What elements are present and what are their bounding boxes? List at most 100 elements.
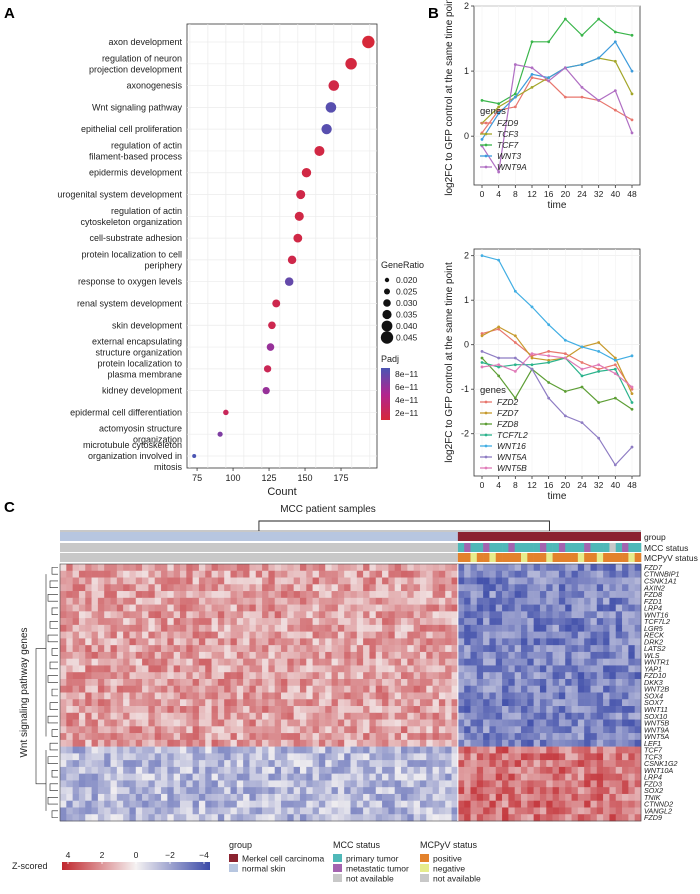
heatmap-cell (249, 645, 257, 653)
heatmap-cell (584, 793, 591, 802)
heatmap-cell (230, 746, 238, 754)
heatmap-cell (243, 564, 250, 572)
heatmap-cell (596, 800, 604, 808)
heatmap-cell (91, 760, 99, 768)
heatmap-cell (344, 631, 351, 639)
heatmap-cell (457, 733, 465, 741)
heatmap-cell (527, 800, 534, 808)
heatmap-cell (489, 685, 497, 693)
heatmap-cell (104, 685, 111, 693)
x-tick-label: 16 (544, 480, 554, 490)
heatmap-cell (325, 780, 332, 788)
heatmap-cell (451, 793, 459, 802)
series-point (580, 421, 584, 424)
heatmap-cell (274, 739, 282, 747)
heatmap-cell (205, 638, 212, 646)
heatmap-cell (262, 773, 269, 781)
heatmap-cell (489, 726, 497, 734)
heatmap-cell (85, 631, 92, 639)
heatmap-cell (552, 564, 560, 572)
heatmap-cell (123, 685, 130, 693)
heatmap-cell (369, 793, 377, 802)
heatmap-cell (502, 719, 509, 727)
term-label-line: skin development (112, 320, 183, 330)
heatmap-cell (521, 739, 528, 747)
heatmap-cell (596, 807, 604, 815)
heatmap-cell (413, 624, 421, 632)
heatmap-cell (60, 780, 67, 788)
heatmap-cell (514, 733, 522, 741)
heatmap-cell (66, 773, 73, 781)
heatmap-cell (318, 685, 326, 693)
legend-title: MCC status (333, 840, 381, 850)
heatmap-cell (325, 624, 332, 632)
heatmap-cell (224, 618, 231, 626)
heatmap-cell (211, 577, 219, 585)
heatmap-cell (344, 638, 351, 646)
gene-label: FZD8 (644, 590, 662, 599)
heatmap-cell (445, 577, 452, 585)
heatmap-cell (281, 753, 288, 761)
heatmap-cell (350, 793, 358, 802)
heatmap-cell (407, 645, 414, 653)
color-legend-title: Padj (381, 354, 399, 364)
heatmap-cell (476, 577, 484, 585)
heatmap-cell (514, 699, 522, 707)
heatmap-cell (388, 773, 396, 781)
heatmap-cell (584, 753, 591, 761)
heatmap-cell (514, 712, 522, 720)
heatmap-cell (521, 773, 528, 781)
heatmap-cell (533, 591, 541, 599)
heatmap-cell (464, 706, 471, 714)
heatmap-cell (224, 591, 231, 599)
heatmap-cell (217, 584, 225, 592)
heatmap-cell (97, 807, 105, 815)
legend-label: WNT3 (497, 151, 521, 161)
heatmap-cell (268, 672, 276, 680)
heatmap-cell (123, 624, 130, 632)
heatmap-cell (483, 780, 490, 788)
heatmap-cell (419, 746, 427, 754)
y-tick-label: -1 (461, 384, 469, 394)
heatmap-cell (521, 706, 528, 714)
heatmap-cell (161, 692, 168, 700)
heatmap-cell (539, 800, 547, 808)
track-mcpyv-cell (571, 553, 579, 562)
heatmap-cell (224, 766, 231, 774)
heatmap-cell (426, 638, 433, 646)
heatmap-cell (154, 665, 162, 673)
heatmap-cell (123, 706, 130, 714)
heatmap-cell (514, 706, 522, 714)
heatmap-cell (483, 719, 490, 727)
term-label-line: response to oxygen levels (78, 277, 183, 287)
heatmap-cell (268, 760, 276, 768)
heatmap-cell (571, 651, 579, 659)
heatmap-cell (331, 807, 339, 815)
heatmap-cell (394, 692, 402, 700)
heatmap-cell (577, 712, 585, 720)
heatmap-cell (337, 699, 345, 707)
heatmap-cell (274, 787, 282, 795)
heatmap-cell (388, 604, 396, 612)
heatmap-cell (565, 814, 572, 822)
series-point (563, 66, 567, 70)
heatmap-cell (293, 624, 301, 632)
heatmap-cell (615, 746, 623, 754)
heatmap-cell (464, 793, 471, 802)
heatmap-cell (615, 570, 623, 578)
heatmap-cell (356, 793, 364, 802)
heatmap-cell (603, 604, 610, 612)
heatmap-cell (407, 651, 414, 659)
heatmap-cell (539, 726, 547, 734)
heatmap-cell (388, 760, 396, 768)
heatmap-cell (533, 719, 541, 727)
heatmap-cell (66, 766, 73, 774)
heatmap-cell (539, 611, 547, 619)
heatmap-cell (628, 760, 635, 768)
heatmap-cell (211, 618, 219, 626)
heatmap-cell (388, 746, 396, 754)
heatmap-cell (584, 577, 591, 585)
heatmap-cell (464, 807, 471, 815)
heatmap-cell (388, 658, 396, 666)
heatmap-cell (186, 645, 193, 653)
